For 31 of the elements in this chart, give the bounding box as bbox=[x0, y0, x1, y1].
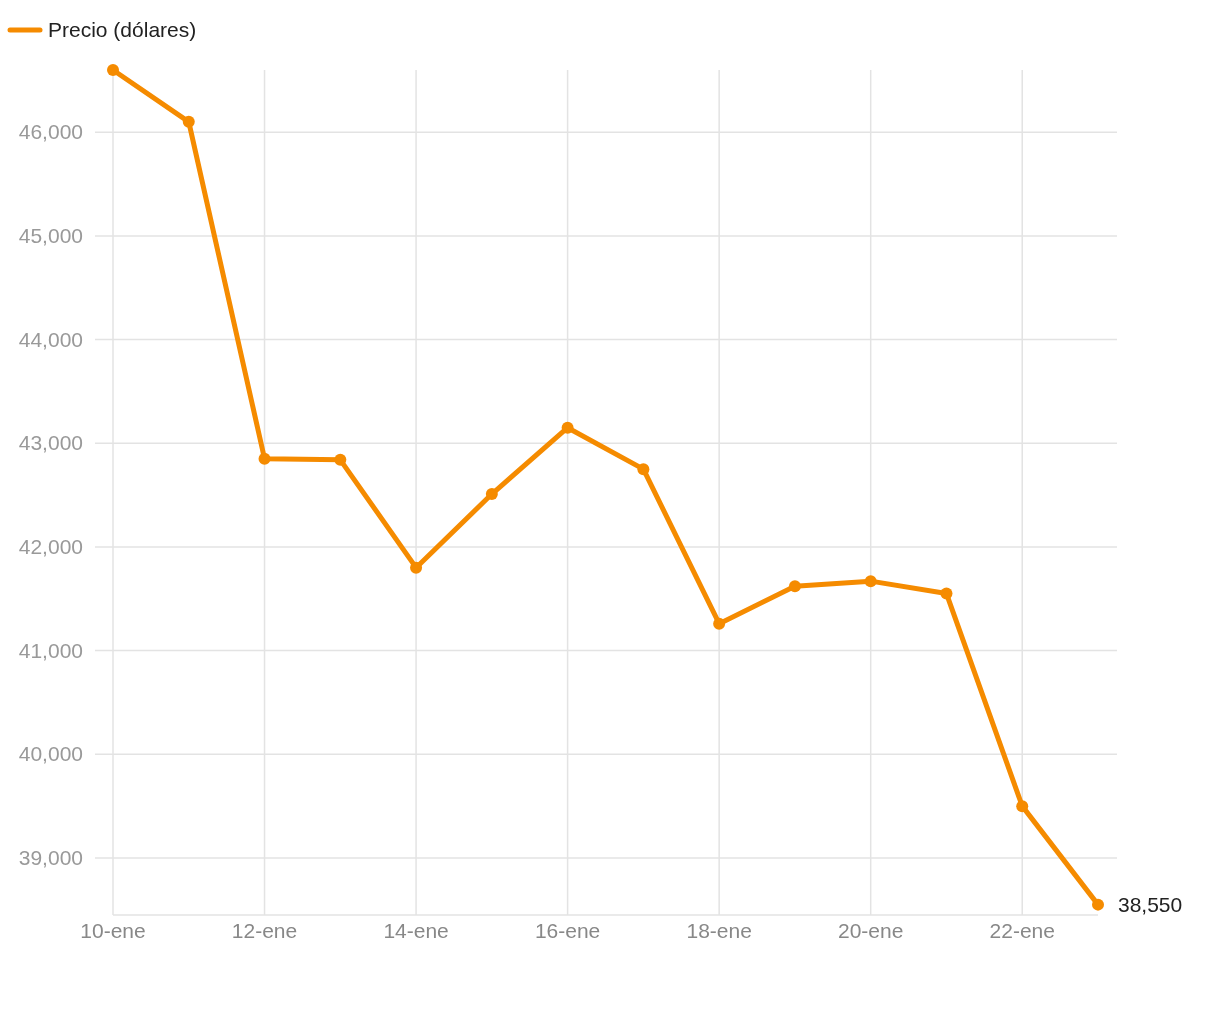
point bbox=[182, 115, 195, 128]
x-tick-label: 16-ene bbox=[534, 919, 601, 942]
point bbox=[864, 575, 877, 588]
y-tick-label: 41,000 bbox=[18, 638, 83, 662]
point bbox=[561, 421, 574, 434]
y-tick-label: 40,000 bbox=[18, 742, 83, 766]
y-tick-label: 42,000 bbox=[18, 534, 83, 558]
point bbox=[485, 488, 498, 501]
point bbox=[410, 561, 423, 574]
point bbox=[713, 617, 726, 630]
point bbox=[1016, 800, 1029, 813]
legend-label: Precio (dólares) bbox=[48, 18, 197, 41]
x-tick-label: 22-ene bbox=[989, 919, 1055, 942]
x-tick-label: 20-ene bbox=[838, 919, 904, 942]
y-tick-label: 43,000 bbox=[18, 431, 83, 455]
point bbox=[788, 580, 801, 593]
y-tick-label: 46,000 bbox=[18, 120, 83, 144]
y-tick-label: 39,000 bbox=[18, 845, 83, 869]
y-tick-label: 44,000 bbox=[18, 327, 83, 351]
data-label: 38,550 bbox=[1118, 892, 1183, 916]
y-tick-label: 45,000 bbox=[18, 223, 83, 247]
x-tick-label: 12-ene bbox=[231, 919, 298, 942]
point bbox=[334, 453, 347, 466]
x-tick-label: 14-ene bbox=[383, 919, 449, 942]
point bbox=[107, 64, 119, 76]
point bbox=[637, 463, 650, 476]
x-tick-label: 10-ene bbox=[80, 919, 146, 942]
x-tick-label: 18-ene bbox=[686, 919, 752, 942]
point bbox=[940, 587, 953, 600]
point bbox=[258, 452, 271, 465]
point bbox=[1092, 898, 1104, 911]
